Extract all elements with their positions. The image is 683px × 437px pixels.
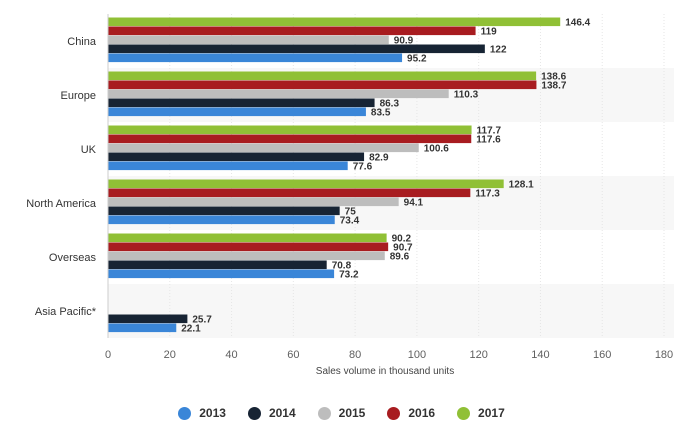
legend-label: 2016 — [408, 406, 436, 420]
data-label: 117.3 — [475, 188, 500, 199]
bar-europe-2013[interactable] — [108, 107, 366, 117]
legend-label: 2017 — [478, 406, 505, 420]
legend-item-2017[interactable]: 2017 — [457, 406, 505, 420]
bars — [108, 17, 561, 333]
bar-uk-2014[interactable] — [108, 152, 365, 162]
bar-asia-pacific-2014[interactable] — [108, 314, 188, 324]
category-band — [108, 284, 674, 338]
legend-swatch — [178, 406, 192, 420]
bar-north-america-2016[interactable] — [108, 188, 471, 198]
data-label: 117.6 — [476, 134, 501, 145]
data-label: 73.4 — [340, 215, 360, 226]
x-tick-label: 100 — [408, 349, 426, 361]
bar-uk-2017[interactable] — [108, 125, 472, 135]
x-tick-label: 180 — [655, 349, 673, 361]
gridlines — [169, 14, 665, 338]
legend-swatch — [457, 406, 471, 420]
bar-overseas-2017[interactable] — [108, 233, 387, 243]
bar-north-america-2015[interactable] — [108, 197, 399, 207]
bar-europe-2016[interactable] — [108, 80, 537, 90]
data-label: 77.6 — [353, 161, 373, 172]
data-label: 119 — [481, 26, 498, 37]
x-tick-label: 20 — [164, 349, 176, 361]
bar-uk-2015[interactable] — [108, 143, 419, 153]
data-label: 138.6 — [541, 71, 566, 82]
data-label: 100.6 — [424, 143, 449, 154]
x-axis-title: Sales volume in thousand units — [316, 366, 454, 377]
category-label: North America — [26, 198, 97, 210]
bar-china-2015[interactable] — [108, 35, 389, 45]
bar-overseas-2013[interactable] — [108, 269, 335, 279]
data-label: 146.4 — [565, 17, 590, 28]
legend-label: 2013 — [199, 406, 226, 420]
category-label: China — [67, 36, 97, 48]
data-label: 90.9 — [394, 35, 414, 46]
bar-overseas-2015[interactable] — [108, 251, 385, 261]
x-tick-label: 60 — [287, 349, 299, 361]
category-labels: China Europe UK North America Overseas Asia P… — [26, 36, 97, 318]
x-tick-label: 140 — [531, 349, 549, 361]
data-label: 138.7 — [541, 80, 566, 91]
bar-europe-2014[interactable] — [108, 98, 375, 108]
legend-item-2014[interactable]: 2014 — [247, 406, 296, 420]
data-label: 90.7 — [393, 242, 413, 253]
category-label: UK — [81, 144, 97, 156]
data-label: 73.2 — [339, 269, 359, 280]
bar-north-america-2013[interactable] — [108, 215, 335, 225]
bar-china-2016[interactable] — [108, 26, 476, 36]
bar-overseas-2016[interactable] — [108, 242, 389, 252]
legend-swatch — [387, 406, 401, 420]
data-label: 117.7 — [477, 125, 502, 136]
bar-north-america-2014[interactable] — [108, 206, 340, 216]
bar-asia-pacific-2013[interactable] — [108, 323, 177, 333]
legend-label: 2014 — [268, 406, 296, 420]
category-label: Europe — [61, 90, 96, 102]
data-label: 110.3 — [454, 89, 479, 100]
legend-item-2016[interactable]: 2016 — [387, 406, 435, 420]
data-label: 25.7 — [192, 314, 212, 325]
legend-item-2015[interactable]: 2015 — [317, 406, 366, 420]
value-labels: 146.4 138.6 117.7 128.1 90.2 119 138.7 117.6 117… — [181, 17, 590, 334]
data-label: 94.1 — [404, 197, 424, 208]
data-label: 86.3 — [380, 98, 400, 109]
data-label: 128.1 — [509, 179, 534, 190]
legend-swatch — [317, 406, 331, 420]
legend-item-2013[interactable]: 2013 — [178, 406, 226, 420]
legend-label: 2015 — [338, 406, 366, 420]
bar-china-2014[interactable] — [108, 44, 485, 54]
bar-north-america-2017[interactable] — [108, 179, 504, 189]
bar-europe-2017[interactable] — [108, 71, 537, 81]
category-label: Asia Pacific* — [35, 306, 97, 318]
bar-uk-2016[interactable] — [108, 134, 472, 144]
data-label: 22.1 — [181, 323, 201, 334]
data-label: 70.8 — [332, 260, 352, 271]
x-tick-label: 120 — [469, 349, 487, 361]
category-label: Overseas — [49, 252, 97, 264]
legend: 2013 2014 2015 2016 2017 — [0, 402, 683, 424]
x-tick-label: 0 — [105, 349, 111, 361]
legend-swatch — [247, 406, 261, 420]
bar-europe-2015[interactable] — [108, 89, 449, 99]
x-tick-label: 80 — [349, 349, 361, 361]
x-tick-label: 40 — [225, 349, 237, 361]
data-label: 89.6 — [390, 251, 410, 262]
bar-uk-2013[interactable] — [108, 161, 348, 171]
x-axis-ticks: 0 20 40 60 80 100 120 140 160 180 — [105, 349, 673, 361]
data-label: 90.2 — [392, 233, 412, 244]
bar-china-2017[interactable] — [108, 17, 561, 27]
bar-overseas-2014[interactable] — [108, 260, 327, 270]
x-tick-label: 160 — [593, 349, 611, 361]
bar-china-2013[interactable] — [108, 53, 403, 63]
data-label: 82.9 — [369, 152, 389, 163]
data-label: 75 — [345, 206, 357, 217]
data-label: 122 — [490, 44, 507, 55]
data-label: 83.5 — [371, 107, 391, 118]
data-label: 95.2 — [407, 53, 427, 64]
